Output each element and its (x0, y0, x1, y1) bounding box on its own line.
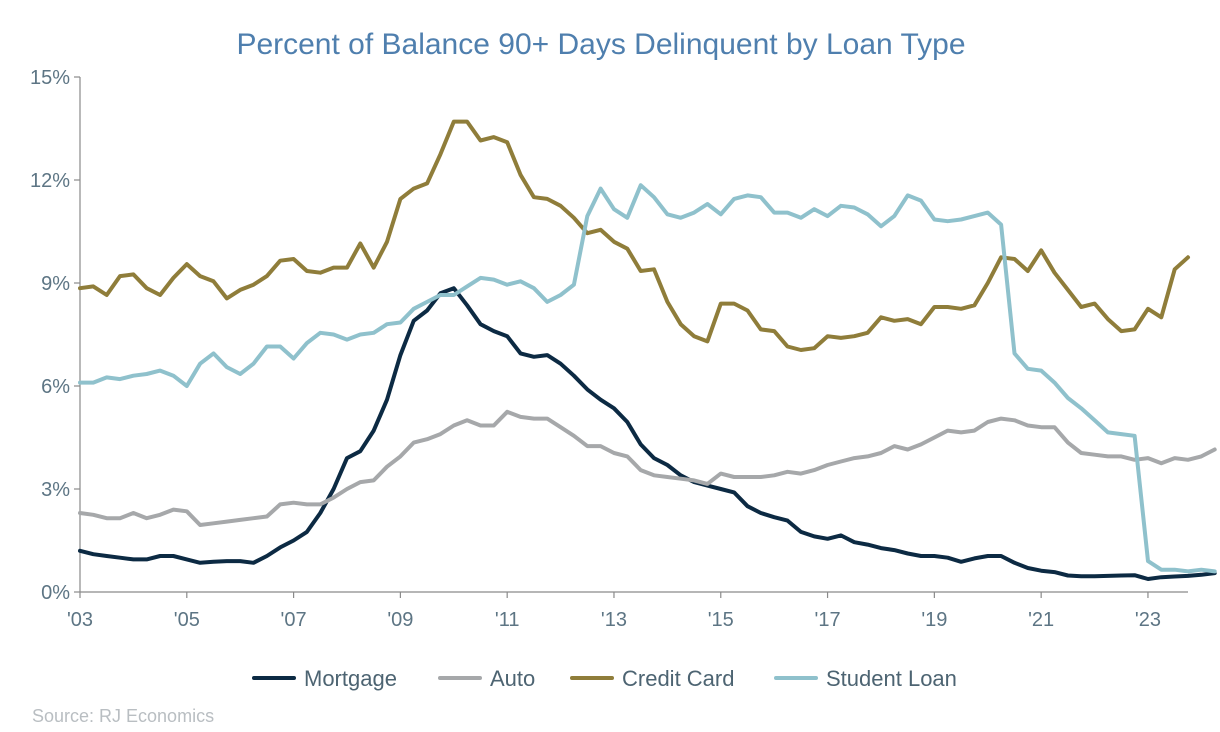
x-tick-label: '13 (601, 609, 627, 631)
legend-item-credit-card: Credit Card (570, 666, 734, 691)
chart-title: Percent of Balance 90+ Days Delinquent b… (236, 28, 966, 61)
x-tick-label: '07 (281, 609, 307, 631)
series-line-mortgage (78, 286, 1217, 581)
y-tick-label: 0% (41, 582, 70, 604)
y-tick-label: 6% (41, 376, 70, 398)
chart-legend: Mortgage Auto Credit Card Student Loan (252, 666, 957, 691)
legend-label: Mortgage (304, 666, 397, 691)
legend-item-student-loan: Student Loan (774, 666, 957, 691)
x-tick-label: '19 (921, 609, 947, 631)
x-tick-label: '15 (708, 609, 734, 631)
series-lines (78, 119, 1217, 581)
legend-label: Student Loan (826, 666, 957, 691)
series-line-student-loan (78, 183, 1217, 574)
x-tick-label: '03 (67, 609, 93, 631)
y-tick-label: 15% (30, 67, 70, 89)
source-note: Source: RJ Economics (32, 706, 215, 726)
y-tick-label: 9% (41, 273, 70, 295)
legend-label: Credit Card (622, 666, 734, 691)
legend-item-mortgage: Mortgage (252, 666, 397, 691)
series-line-auto (78, 409, 1217, 527)
series-line-credit-card (78, 119, 1190, 352)
legend-item-auto: Auto (438, 666, 535, 691)
x-tick-label: '21 (1028, 609, 1054, 631)
x-tick-label: '23 (1135, 609, 1161, 631)
legend-label: Auto (490, 666, 535, 691)
tick-labels: 0% 3% 6% 9% 12% 15% '03 '05 '07 '09 '11 '13 '15 '17 '1… (30, 67, 1161, 631)
y-tick-label: 12% (30, 170, 70, 192)
x-tick-label: '17 (815, 609, 841, 631)
x-tick-label: '05 (174, 609, 200, 631)
x-tick-label: '09 (387, 609, 413, 631)
y-tick-label: 3% (41, 479, 70, 501)
x-tick-label: '11 (495, 609, 520, 631)
chart-axes (74, 76, 1188, 598)
